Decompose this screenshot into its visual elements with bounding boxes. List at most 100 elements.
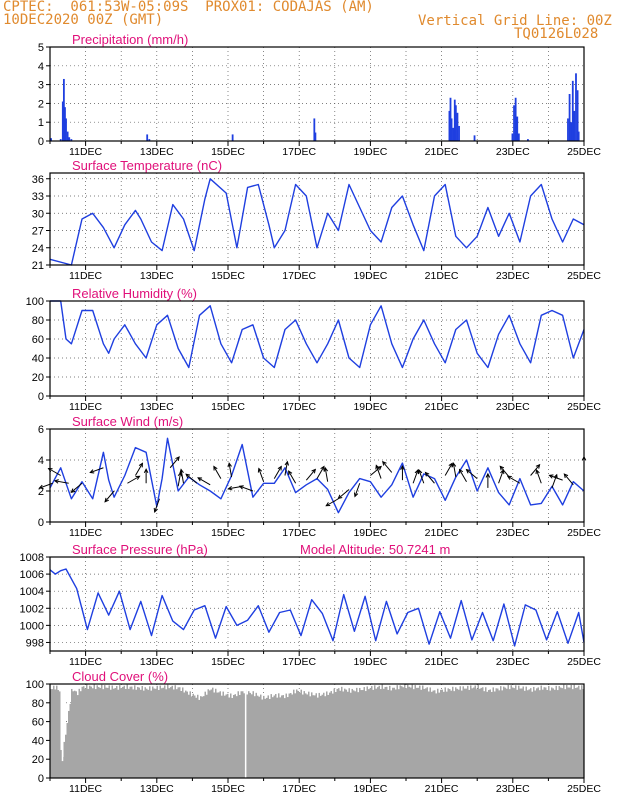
cloud-bar (501, 690, 503, 778)
panel-title: Precipitation (mm/h) (72, 32, 188, 47)
cloud-bar (296, 689, 298, 778)
cloud-bar (165, 689, 167, 778)
precip-bar (527, 139, 529, 141)
cloud-bar (135, 689, 137, 778)
x-tick-label: 23DEC (496, 527, 530, 539)
x-tick-label: 21DEC (425, 146, 459, 158)
wind-arrow (551, 474, 558, 489)
precip-bar (448, 110, 451, 141)
cloud-bar (273, 695, 275, 778)
cloud-bar (507, 684, 509, 778)
cloud-bar (84, 688, 86, 778)
panel-frame (49, 172, 585, 266)
cloud-bar (278, 693, 280, 778)
y-tick-label: 0 (38, 136, 44, 148)
cloud-bar (336, 688, 338, 778)
cloud-bar (569, 687, 571, 778)
cloud-bar (462, 686, 464, 778)
precip-bar (454, 105, 457, 141)
cloud-bar (510, 685, 512, 778)
cloud-bar (461, 690, 463, 778)
cloud-bar (186, 691, 188, 778)
panel-frame (49, 683, 585, 779)
x-tick-label: 15DEC (211, 146, 245, 158)
wind-arrow (185, 473, 198, 484)
x-tick-label: 19DEC (353, 401, 387, 413)
cloud-bar (368, 689, 370, 778)
cloud-bar (539, 690, 541, 778)
wind-arrow-head (213, 465, 218, 471)
precip-bar (148, 139, 151, 141)
wind-arrow-head (70, 488, 76, 493)
cloud-bar (161, 688, 163, 778)
panel-3: 0 20 40 60 80 100 11DEC 13DEC 15DEC 17DEC 19DEC 21D… (26, 286, 602, 413)
wind-arrow-head (553, 473, 558, 479)
precip-bar (146, 134, 149, 141)
cloud-bar (386, 686, 388, 778)
cloud-bar (132, 689, 134, 778)
y-tick-label: 0 (38, 517, 44, 529)
cloud-bar (126, 684, 128, 778)
cloud-bar (192, 693, 194, 778)
cloud-bar (206, 694, 208, 778)
cloud-bar (171, 685, 173, 778)
cloud-bar (557, 690, 559, 778)
cloud-bar (300, 689, 302, 778)
cloud-bar (432, 690, 434, 778)
cloud-bar (428, 691, 430, 778)
cloud-bar (128, 688, 130, 778)
cloud-bar (299, 692, 301, 778)
cloud-bar (207, 689, 209, 778)
cloud-bar (210, 689, 212, 778)
cloud-bar (143, 690, 145, 778)
cloud-bar (291, 694, 293, 778)
cloud-bar (242, 691, 244, 778)
cloud-bar (575, 688, 577, 778)
cloud-bar (491, 691, 493, 778)
cloud-bar (450, 690, 452, 778)
cloud-bar (564, 689, 566, 778)
cloud-bar (533, 686, 535, 778)
cloud-bar (78, 688, 80, 778)
cloud-bar (398, 689, 400, 778)
x-tick-label: 17DEC (282, 783, 316, 795)
x-tick-label: 21DEC (425, 656, 459, 668)
cloud-bar (345, 689, 347, 778)
cloud-bar (384, 686, 386, 778)
cloud-bar (221, 695, 223, 778)
cloud-bar (102, 689, 104, 778)
y-tick-label: 100 (26, 296, 44, 308)
cloud-bar (248, 691, 250, 778)
cloud-bar (65, 734, 67, 778)
cloud-bar (180, 691, 182, 778)
cloud-bar (512, 687, 514, 778)
panel-frame (49, 46, 585, 142)
wind-arrow (337, 489, 350, 499)
wind-arrow-head (197, 477, 203, 482)
wind-arrow-head (458, 468, 464, 474)
x-tick-label: 15DEC (211, 656, 245, 668)
panel-title: Relative Humidity (%) (72, 286, 197, 301)
cloud-bar (110, 689, 112, 778)
cloud-bar (255, 692, 257, 778)
x-tick-label: 13DEC (140, 656, 174, 668)
cloud-bar (389, 685, 391, 778)
cloud-bar (108, 685, 110, 778)
x-tick-label: 11DEC (69, 401, 102, 413)
cloud-bar (399, 685, 401, 778)
cloud-bar (465, 688, 467, 778)
cloud-bar (209, 690, 211, 778)
y-tick-label: 6 (38, 424, 44, 436)
cloud-bar (434, 690, 436, 778)
cloud-bar (80, 691, 82, 778)
cloud-bar (162, 687, 164, 778)
series-line (49, 178, 585, 266)
cloud-bar (558, 686, 560, 778)
y-tick-label: 998 (26, 637, 44, 649)
wind-arrow-head (257, 467, 263, 473)
cloud-bar (282, 695, 284, 778)
cloud-bar (341, 686, 343, 778)
panel-subtitle: Model Altitude: 50.7241 m (300, 542, 450, 557)
cloud-bar (308, 691, 310, 778)
